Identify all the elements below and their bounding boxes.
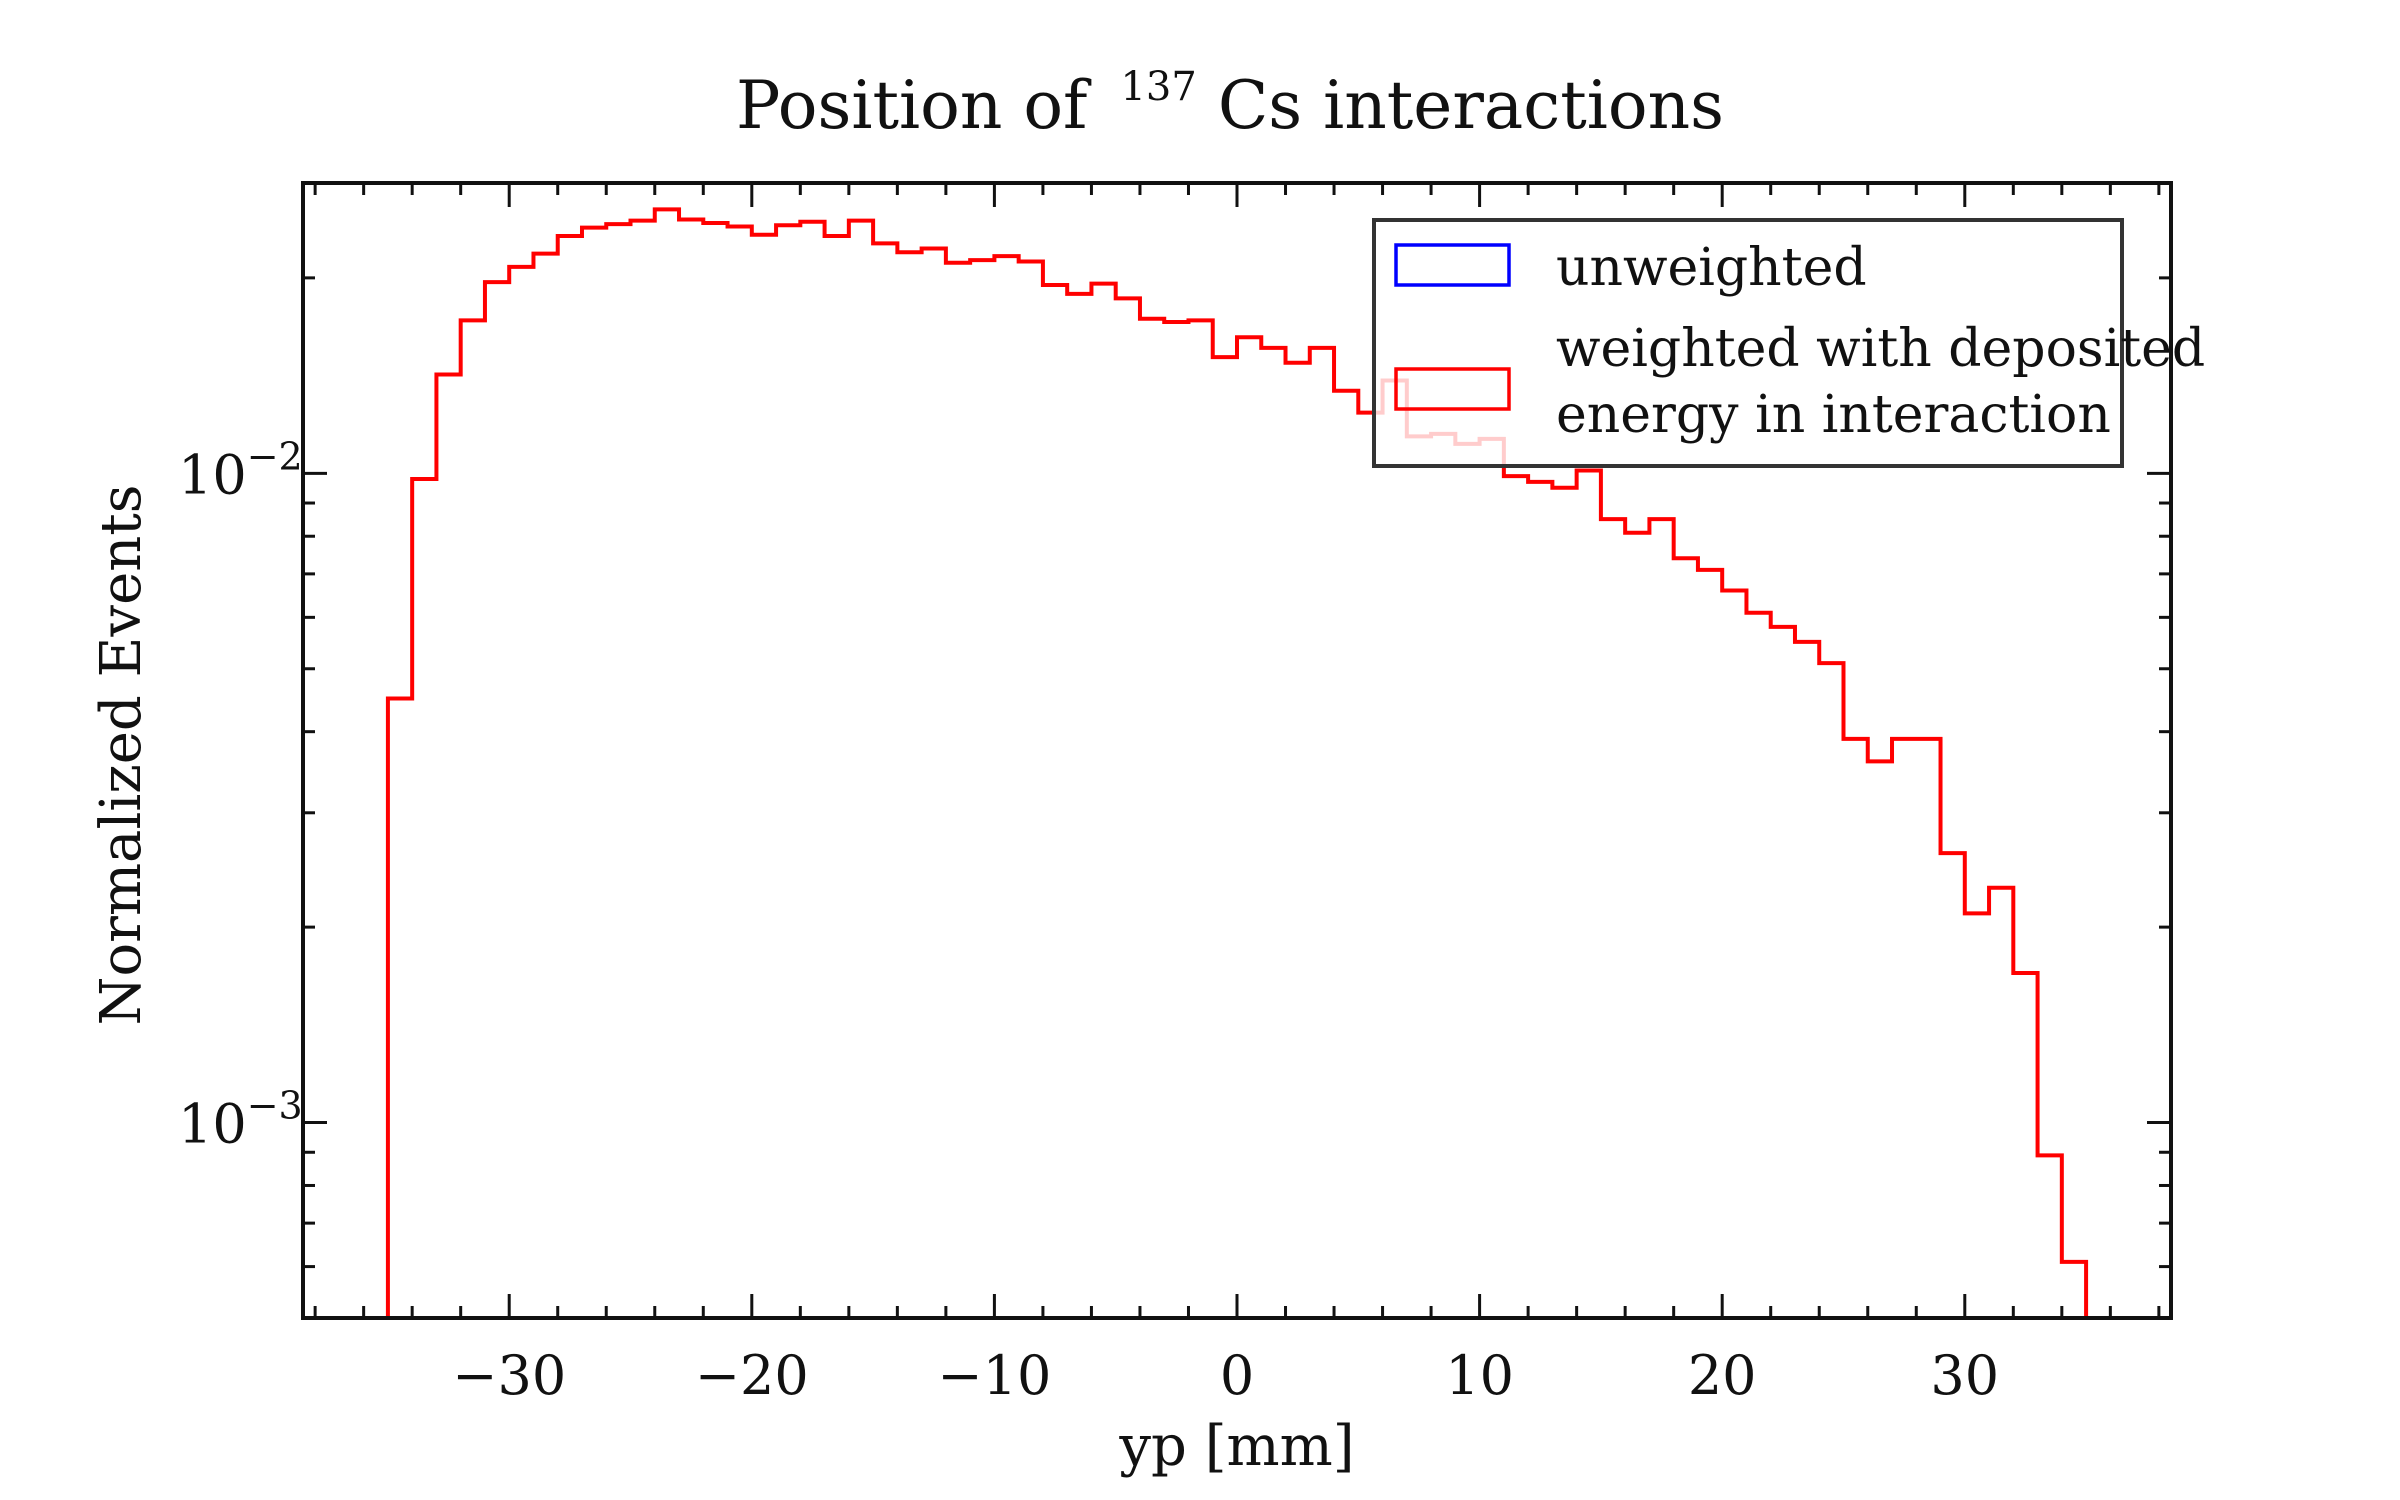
plot-frame	[301, 181, 2173, 1320]
x-tick-label: 0	[1220, 1344, 1254, 1407]
x-tick-label: 30	[1930, 1344, 1999, 1407]
y-tick-label: 10−3	[178, 1084, 303, 1156]
legend-label-weighted-line-1: weighted with deposited	[1556, 319, 2205, 379]
legend-label-unweighted: unweighted	[1556, 238, 1867, 298]
x-tick-label: −10	[937, 1344, 1051, 1407]
series-1-step-line	[385, 207, 2089, 1318]
y-tick-label-exponent: −2	[247, 434, 303, 478]
legend-label-weighted: weighted with deposited energy in intera…	[1556, 319, 2222, 445]
chart-title-suffix: Cs interactions	[1218, 67, 1724, 144]
legend: unweighted weighted with deposited energ…	[1372, 218, 2222, 468]
legend-box	[1372, 218, 2124, 468]
legend-swatch-unweighted	[1394, 243, 1511, 287]
x-axis-label: yp [mm]	[1118, 1414, 1354, 1479]
x-tick-label: 10	[1445, 1344, 1514, 1407]
y-axis-label: Normalized Events	[89, 484, 154, 1025]
y-tick-label-exponent: −3	[247, 1084, 303, 1128]
x-axis-ticks: −30 −20 −10 0 10 20 30	[313, 183, 2161, 1407]
y-tick-label: 10−2	[178, 434, 303, 506]
x-tick-label: 20	[1688, 1344, 1757, 1407]
y-tick-label-base: 10	[178, 443, 247, 506]
histogram-series	[385, 207, 2089, 1318]
x-tick-label: −30	[452, 1344, 566, 1407]
legend-label-weighted-line-2: energy in interaction	[1556, 385, 2111, 445]
x-tick-label: −20	[695, 1344, 809, 1407]
chart-title-prefix: Position of	[736, 67, 1092, 144]
chart-title: Position of 137 Cs interactions	[736, 39, 1724, 144]
chart-title-superscript: 137	[1120, 64, 1196, 110]
y-tick-label-base: 10	[178, 1093, 247, 1156]
legend-swatch-weighted	[1394, 367, 1511, 411]
